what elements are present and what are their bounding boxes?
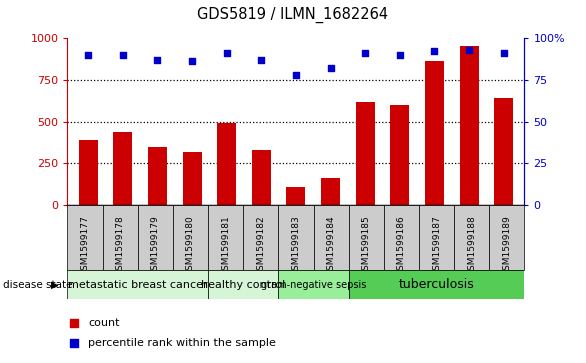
Text: tuberculosis: tuberculosis bbox=[398, 278, 475, 291]
Bar bbox=[103, 205, 138, 270]
Bar bbox=[252, 150, 271, 205]
Bar bbox=[356, 102, 374, 205]
Bar bbox=[67, 205, 103, 270]
Point bbox=[499, 50, 509, 56]
Point bbox=[326, 65, 335, 71]
Bar bbox=[419, 205, 454, 270]
Bar bbox=[148, 147, 167, 205]
Text: GSM1599182: GSM1599182 bbox=[256, 215, 265, 276]
Bar bbox=[138, 205, 173, 270]
Text: GSM1599181: GSM1599181 bbox=[221, 215, 230, 276]
Text: GSM1599179: GSM1599179 bbox=[151, 215, 160, 276]
Text: GDS5819 / ILMN_1682264: GDS5819 / ILMN_1682264 bbox=[197, 7, 389, 23]
Bar bbox=[384, 205, 419, 270]
Text: metastatic breast cancer: metastatic breast cancer bbox=[68, 280, 207, 290]
Point bbox=[291, 72, 301, 78]
Text: GSM1599187: GSM1599187 bbox=[432, 215, 441, 276]
Bar bbox=[217, 123, 236, 205]
Bar bbox=[314, 205, 349, 270]
Text: GSM1599180: GSM1599180 bbox=[186, 215, 195, 276]
Bar bbox=[278, 205, 314, 270]
Point bbox=[222, 50, 231, 56]
Text: GSM1599178: GSM1599178 bbox=[115, 215, 125, 276]
Point bbox=[257, 57, 266, 63]
Point bbox=[188, 58, 197, 64]
Text: GSM1599185: GSM1599185 bbox=[362, 215, 371, 276]
Bar bbox=[79, 140, 98, 205]
Text: GSM1599183: GSM1599183 bbox=[291, 215, 301, 276]
Text: GSM1599177: GSM1599177 bbox=[80, 215, 90, 276]
Text: ▶: ▶ bbox=[51, 280, 58, 290]
Bar bbox=[243, 205, 278, 270]
Bar bbox=[67, 270, 208, 299]
Text: GSM1599188: GSM1599188 bbox=[467, 215, 476, 276]
Text: GSM1599186: GSM1599186 bbox=[397, 215, 406, 276]
Text: healthy control: healthy control bbox=[201, 280, 285, 290]
Bar bbox=[349, 205, 384, 270]
Point bbox=[430, 49, 439, 54]
Point bbox=[118, 52, 128, 58]
Bar bbox=[321, 178, 340, 205]
Point bbox=[70, 320, 79, 326]
Point bbox=[395, 52, 404, 58]
Bar bbox=[182, 152, 202, 205]
Bar bbox=[208, 205, 243, 270]
Text: gram-negative sepsis: gram-negative sepsis bbox=[261, 280, 366, 290]
Bar bbox=[349, 270, 524, 299]
Bar bbox=[425, 61, 444, 205]
Bar bbox=[113, 132, 132, 205]
Bar bbox=[390, 105, 410, 205]
Bar bbox=[287, 187, 305, 205]
Point bbox=[70, 340, 79, 346]
Text: count: count bbox=[88, 318, 120, 328]
Text: disease state: disease state bbox=[3, 280, 73, 290]
Bar bbox=[454, 205, 489, 270]
Point bbox=[83, 52, 93, 58]
Bar bbox=[173, 205, 208, 270]
Point bbox=[464, 47, 473, 53]
Bar bbox=[459, 46, 479, 205]
Text: GSM1599189: GSM1599189 bbox=[502, 215, 512, 276]
Bar bbox=[208, 270, 278, 299]
Bar bbox=[278, 270, 349, 299]
Bar bbox=[489, 205, 524, 270]
Bar bbox=[494, 98, 513, 205]
Point bbox=[360, 50, 370, 56]
Text: GSM1599184: GSM1599184 bbox=[326, 215, 336, 276]
Text: percentile rank within the sample: percentile rank within the sample bbox=[88, 338, 276, 348]
Point bbox=[153, 57, 162, 63]
